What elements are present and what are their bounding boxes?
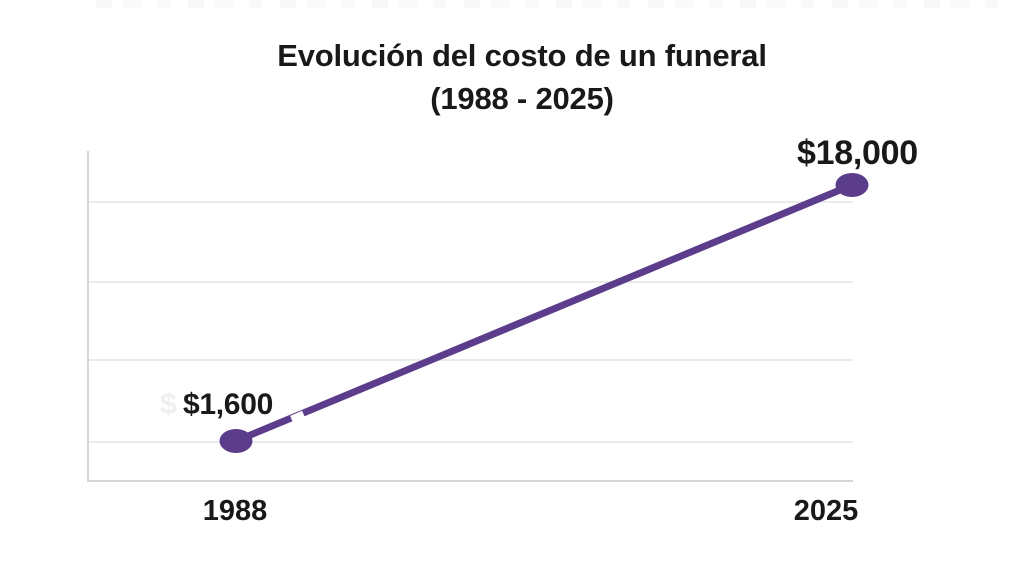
chart-title: Evolución del costo de un funeral (1988 … xyxy=(20,34,1024,120)
cost-trend-line xyxy=(232,181,856,445)
value-label-2025: $18,000 xyxy=(797,134,918,172)
y-axis-line xyxy=(87,151,89,482)
cropped-text-artifacts xyxy=(96,0,1010,8)
gridline-3 xyxy=(89,359,853,361)
x-axis-line xyxy=(87,480,853,482)
gridline-2 xyxy=(89,281,853,283)
data-point-2025 xyxy=(835,173,869,197)
x-tick-label-2025: 2025 xyxy=(793,495,859,527)
gridline-1 xyxy=(89,201,853,203)
x-tick-label-1988: 1988 xyxy=(202,495,268,527)
chart-title-line2: (1988 - 2025) xyxy=(430,81,614,116)
gridline-4 xyxy=(89,441,853,443)
ghost-dollar-artifact: $ xyxy=(160,388,177,421)
value-label-1988: $1,600 xyxy=(183,388,273,421)
chart-title-line1: Evolución del costo de un funeral xyxy=(277,38,767,73)
data-point-1988 xyxy=(219,429,253,453)
